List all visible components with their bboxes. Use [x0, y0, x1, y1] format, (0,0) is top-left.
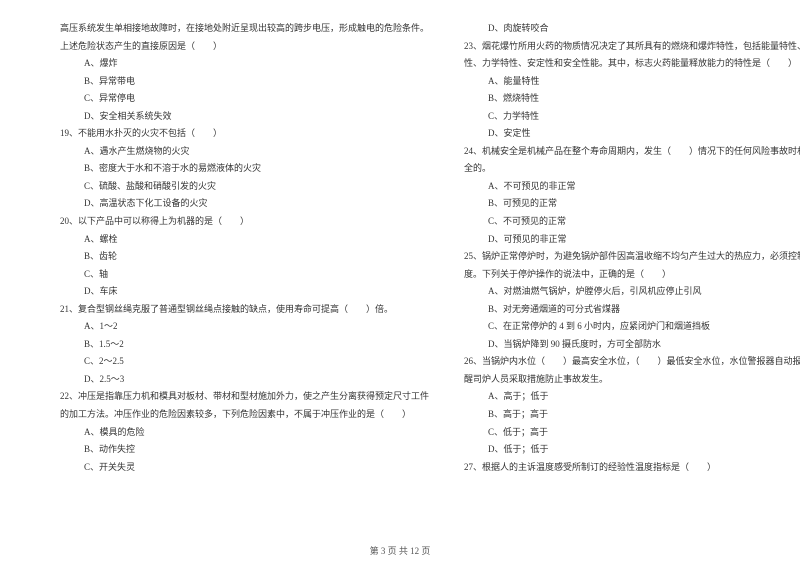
option-line: C、2～2.5 — [60, 353, 429, 371]
option-line: A、高于；低于 — [464, 388, 800, 406]
question-line: 25、锅炉正常停炉时，为避免锅炉部件因高温收缩不均匀产生过大的热应力，必须控制降… — [464, 248, 800, 266]
option-line: B、动作失控 — [60, 441, 429, 459]
option-line: A、模具的危险 — [60, 424, 429, 442]
option-line: C、硫酸、盐酸和硝酸引发的火灾 — [60, 178, 429, 196]
question-line: 的加工方法。冲压作业的危险因素较多，下列危险因素中，不属于冲压作业的是（ ） — [60, 406, 429, 424]
option-line: D、安定性 — [464, 125, 800, 143]
option-line: C、力学特性 — [464, 108, 800, 126]
question-line: 醒司炉人员采取措施防止事故发生。 — [464, 371, 800, 389]
question-line: 19、不能用水扑灭的火灾不包括（ ） — [60, 125, 429, 143]
option-line: D、高温状态下化工设备的火灾 — [60, 195, 429, 213]
question-line: 23、烟花爆竹所用火药的物质情况决定了其所具有的燃烧和爆炸特性，包括能量特性、燃… — [464, 38, 800, 56]
question-line: 性、力学特性、安定性和安全性能。其中，标志火药能量释放能力的特性是（ ） — [464, 55, 800, 73]
left-column: 高压系统发生单相接地故障时，在接地处附近呈现出较高的跨步电压，形成触电的危险条件… — [60, 20, 429, 515]
question-line: 21、复合型钢丝绳克服了普通型钢丝绳点接触的缺点，使用寿命可提高（ ）倍。 — [60, 301, 429, 319]
option-line: B、密度大于水和不溶于水的易燃液体的火灾 — [60, 160, 429, 178]
option-line: A、对燃油燃气锅炉，炉膛停火后，引风机应停止引风 — [464, 283, 800, 301]
question-line: 26、当锅炉内水位（ ）最高安全水位，（ ）最低安全水位，水位警报器自动报警，提 — [464, 353, 800, 371]
option-line: B、对无旁通烟道的可分式省煤器 — [464, 301, 800, 319]
option-line: D、2.5～3 — [60, 371, 429, 389]
page-container: 高压系统发生单相接地故障时，在接地处附近呈现出较高的跨步电压，形成触电的危险条件… — [0, 0, 800, 540]
page-footer: 第 3 页 共 12 页 — [0, 544, 800, 557]
option-line: A、不可预见的非正常 — [464, 178, 800, 196]
option-line: B、燃烧特性 — [464, 90, 800, 108]
option-line: C、异常停电 — [60, 90, 429, 108]
option-line: A、爆炸 — [60, 55, 429, 73]
option-line: C、低于；高于 — [464, 424, 800, 442]
option-line: D、低于；低于 — [464, 441, 800, 459]
question-line: 20、以下产品中可以称得上为机器的是（ ） — [60, 213, 429, 231]
option-line: A、遇水产生燃烧物的火灾 — [60, 143, 429, 161]
option-line: C、轴 — [60, 266, 429, 284]
option-line: C、不可预见的正常 — [464, 213, 800, 231]
option-line: B、可预见的正常 — [464, 195, 800, 213]
option-line: D、肉旋转咬合 — [464, 20, 800, 38]
option-line: B、高于；高于 — [464, 406, 800, 424]
option-line: D、安全相关系统失效 — [60, 108, 429, 126]
option-line: C、在正常停炉的 4 到 6 小时内，应紧闭炉门和烟道挡板 — [464, 318, 800, 336]
right-column: D、肉旋转咬合23、烟花爆竹所用火药的物质情况决定了其所具有的燃烧和爆炸特性，包… — [464, 20, 800, 515]
option-line: B、齿轮 — [60, 248, 429, 266]
question-line: 度。下列关于停炉操作的说法中，正确的是（ ） — [464, 266, 800, 284]
option-line: A、螺栓 — [60, 231, 429, 249]
question-line: 27、根据人的主诉温度感受所制订的经验性温度指标是（ ） — [464, 459, 800, 477]
option-line: D、可预见的非正常 — [464, 231, 800, 249]
question-line: 全的。 — [464, 160, 800, 178]
question-line: 24、机械安全是机械产品在整个寿命周期内，发生（ ）情况下的任何风险事故时机器是… — [464, 143, 800, 161]
option-line: A、能量特性 — [464, 73, 800, 91]
option-line: C、开关失灵 — [60, 459, 429, 477]
question-line: 22、冲压是指靠压力机和模具对板材、带材和型材施加外力，使之产生分离获得预定尺寸… — [60, 388, 429, 406]
option-line: B、异常带电 — [60, 73, 429, 91]
option-line: A、1～2 — [60, 318, 429, 336]
option-line: B、1.5～2 — [60, 336, 429, 354]
question-line: 高压系统发生单相接地故障时，在接地处附近呈现出较高的跨步电压，形成触电的危险条件… — [60, 20, 429, 38]
option-line: D、当锅炉降到 90 摄氏度时，方可全部防水 — [464, 336, 800, 354]
question-line: 上述危险状态产生的直接原因是（ ） — [60, 38, 429, 56]
option-line: D、车床 — [60, 283, 429, 301]
